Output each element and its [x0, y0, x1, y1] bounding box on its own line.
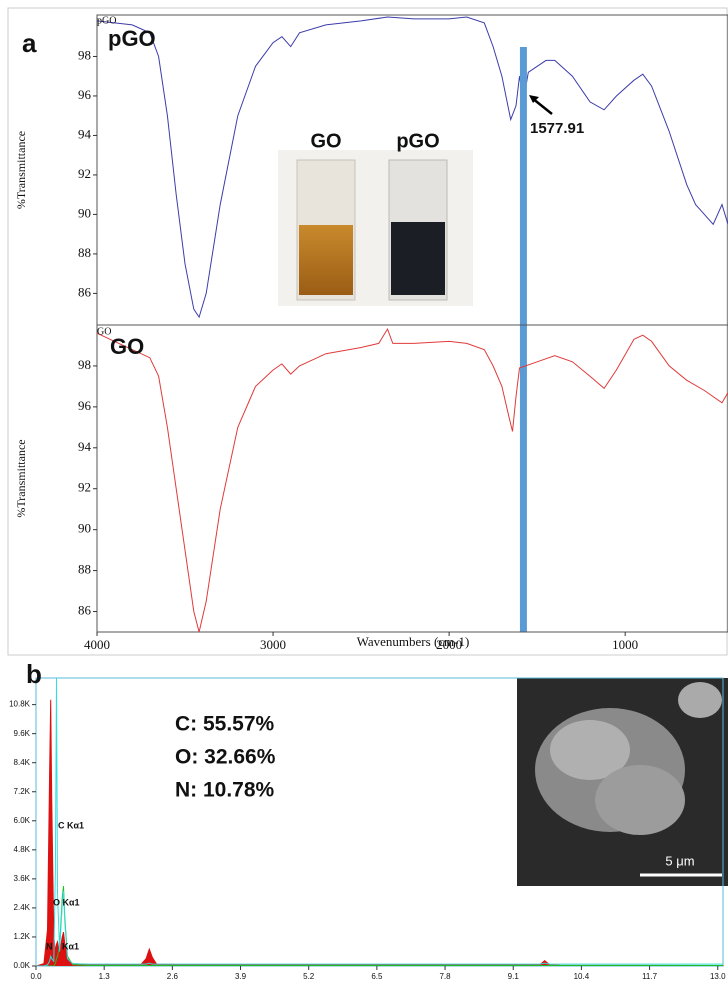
x-tick-label: 0.0 — [30, 972, 42, 981]
y-tick-label: 6.0K — [14, 816, 31, 825]
y-tick-label: 4.8K — [14, 845, 31, 854]
peak-label: O Kα1 — [53, 897, 80, 907]
peak-label: Kα1 — [62, 941, 79, 951]
y-tick-label: 96 — [78, 398, 92, 413]
x-axis-label: Wavenumbers (cm-1) — [357, 634, 470, 649]
y-tick-label: 2.4K — [14, 903, 31, 912]
y-tick-label: 1.2K — [14, 932, 31, 941]
y-tick-label: 3.6K — [14, 874, 31, 883]
inset-label: pGO — [396, 130, 439, 152]
series-tag: GO — [97, 326, 111, 337]
y-tick-label: 92 — [78, 480, 91, 495]
y-tick-label: 88 — [78, 562, 91, 577]
y-tick-label: 8.4K — [14, 758, 31, 767]
y-tick-label: 92 — [78, 166, 91, 181]
composition-label: O: 32.66% — [175, 746, 276, 769]
inset-label: GO — [310, 130, 341, 152]
y-tick-label: 98 — [78, 47, 91, 62]
y-tick-label: 0.0K — [14, 961, 31, 970]
x-tick-label: 2000 — [436, 637, 462, 652]
series-tag: pGO — [97, 15, 116, 26]
y-tick-label: 10.8K — [9, 700, 31, 709]
series-label: GO — [110, 334, 144, 359]
composition-label: C: 55.57% — [175, 713, 275, 736]
y-tick-label: 86 — [78, 284, 92, 299]
y-tick-label: 96 — [78, 87, 92, 102]
y-tick-label: 90 — [78, 205, 91, 220]
x-tick-label: 13.0 — [710, 972, 726, 981]
series-label: pGO — [108, 26, 156, 51]
y-tick-label: 94 — [78, 126, 92, 141]
x-tick-label: 7.8 — [439, 972, 451, 981]
x-tick-label: 11.7 — [642, 972, 658, 981]
composition-label: N: 10.78% — [175, 779, 275, 802]
plot-frame — [96, 324, 728, 633]
y-tick-label: 7.2K — [14, 787, 31, 796]
spectrum-line — [36, 886, 723, 966]
spectrum-line — [97, 327, 728, 632]
scale-bar-label: 5 μm — [665, 853, 694, 868]
spectrum-line — [97, 16, 728, 319]
x-tick-label: 10.4 — [574, 972, 590, 981]
x-tick-label: 1.3 — [99, 972, 111, 981]
y-tick-label: 98 — [78, 357, 91, 372]
peak-label: C Kα1 — [58, 820, 84, 830]
annotation-label: 1577.91 — [530, 120, 584, 137]
peak-label: N — [46, 941, 53, 951]
y-tick-label: 94 — [78, 439, 92, 454]
panel-label: b — [26, 659, 42, 689]
y-tick-label: 9.6K — [14, 729, 31, 738]
x-tick-label: 3000 — [260, 637, 286, 652]
y-tick-label: 88 — [78, 245, 91, 260]
x-tick-label: 5.2 — [303, 972, 315, 981]
y-tick-label: 86 — [78, 603, 92, 618]
annotation-arrowhead — [529, 95, 539, 103]
y-axis-label: %Transmittance — [14, 439, 28, 517]
y-tick-label: 90 — [78, 521, 91, 536]
y-axis-label: %Transmittance — [14, 131, 28, 209]
x-tick-label: 3.9 — [235, 972, 247, 981]
spectrum-line — [36, 678, 723, 966]
sem-image — [517, 678, 728, 886]
x-tick-label: 1000 — [612, 637, 638, 652]
x-tick-label: 2.6 — [167, 972, 179, 981]
x-tick-label: 9.1 — [508, 972, 520, 981]
x-tick-label: 4000 — [84, 637, 110, 652]
marker-band — [519, 47, 527, 632]
vial-photo — [278, 150, 473, 306]
x-tick-label: 6.5 — [371, 972, 383, 981]
panel-label: a — [22, 28, 37, 58]
panel-frame — [7, 7, 728, 656]
